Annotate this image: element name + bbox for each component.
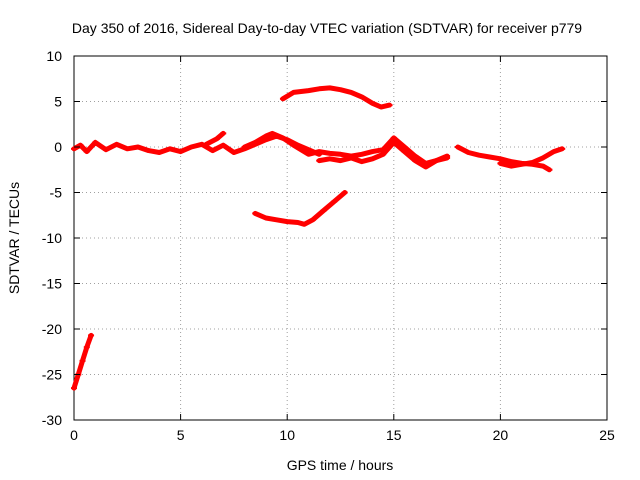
x-tick-label: 0 <box>70 427 78 443</box>
ticks: 0 5 10 15 20 25 -30 -25 -20 -15 -10 -5 0 5 10 <box>42 48 615 443</box>
series-track-8 <box>455 144 552 173</box>
y-tick-label: -5 <box>50 185 63 201</box>
plot-frame <box>73 55 608 421</box>
y-tick-label: -20 <box>42 321 62 337</box>
series <box>71 85 566 391</box>
y-tick-label: 10 <box>46 48 62 64</box>
y-tick-label: -15 <box>42 276 62 292</box>
y-tick-label: -30 <box>42 412 62 428</box>
x-tick-label: 25 <box>599 427 615 443</box>
y-tick-label: 0 <box>54 139 62 155</box>
chart-title: Day 350 of 2016, Sidereal Day-to-day VTE… <box>72 20 582 36</box>
x-tick-label: 15 <box>386 427 402 443</box>
y-tick-label: -25 <box>42 367 62 383</box>
x-tick-label: 10 <box>279 427 295 443</box>
x-tick-label: 20 <box>493 427 509 443</box>
axes <box>73 55 608 421</box>
x-axis-label: GPS time / hours <box>287 457 394 473</box>
series-track-7 <box>252 190 348 227</box>
x-tick-label: 5 <box>177 427 185 443</box>
y-tick-label: -10 <box>42 230 62 246</box>
y-axis-label: SDTVAR / TECUs <box>6 182 22 294</box>
y-tick-label: 5 <box>54 94 62 110</box>
grid <box>74 56 607 420</box>
